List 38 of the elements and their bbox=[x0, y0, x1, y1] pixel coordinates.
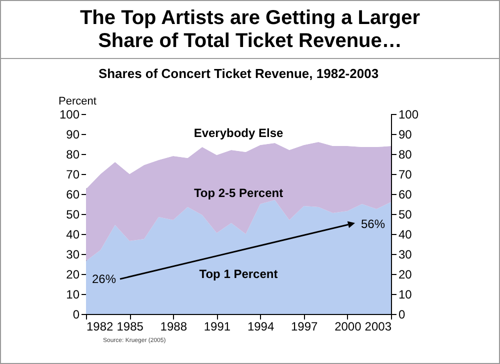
annotation: 26% bbox=[92, 272, 116, 286]
y2-tick-label: 40 bbox=[398, 228, 412, 242]
series-label: Everybody Else bbox=[194, 126, 284, 140]
x-tick-label: 1997 bbox=[291, 320, 318, 334]
y2-tick-label: 100 bbox=[398, 108, 419, 122]
y-tick-label: 60 bbox=[66, 188, 80, 202]
x-tick-label: 1988 bbox=[160, 320, 188, 334]
x-tick-label: 1985 bbox=[116, 320, 144, 334]
y2-tick-label: 50 bbox=[398, 208, 412, 222]
series-label: Top 2-5 Percent bbox=[194, 186, 284, 200]
chart-subtitle: Shares of Concert Ticket Revenue, 1982-2003 bbox=[98, 66, 379, 81]
x-tick-label: 1991 bbox=[204, 320, 231, 334]
y-tick-label: 100 bbox=[59, 108, 80, 122]
x-tick-label: 2000 bbox=[334, 320, 362, 334]
y-tick-label: 50 bbox=[66, 208, 80, 222]
y2-tick-label: 70 bbox=[398, 168, 412, 182]
y2-tick-label: 10 bbox=[398, 288, 412, 302]
series-label: Top 1 Percent bbox=[199, 267, 278, 281]
x-tick-label: 1994 bbox=[247, 320, 274, 334]
y-tick-label: 0 bbox=[72, 308, 80, 322]
y-axis-title: Percent bbox=[58, 96, 96, 108]
y-tick-label: 80 bbox=[66, 148, 80, 162]
y2-tick-label: 20 bbox=[398, 268, 412, 282]
y2-tick-label: 90 bbox=[398, 128, 412, 142]
y-tick-label: 10 bbox=[66, 288, 80, 302]
x-tick-label: 2003 bbox=[364, 320, 392, 334]
y-tick-label: 30 bbox=[66, 248, 80, 262]
y-tick-label: 90 bbox=[66, 128, 80, 142]
y2-tick-label: 0 bbox=[398, 308, 406, 322]
chart-title: The Top Artists are Getting a Larger Share of Total Ticket Revenue… bbox=[1, 1, 499, 59]
y-tick-label: 20 bbox=[66, 268, 80, 282]
y2-tick-label: 30 bbox=[398, 248, 412, 262]
y2-tick-label: 60 bbox=[398, 188, 412, 202]
y2-tick-label: 80 bbox=[398, 148, 412, 162]
y-tick-label: 70 bbox=[66, 168, 80, 182]
x-tick-label: 1982 bbox=[86, 320, 114, 334]
y-tick-label: 40 bbox=[66, 228, 80, 242]
annotation: 56% bbox=[360, 217, 386, 231]
